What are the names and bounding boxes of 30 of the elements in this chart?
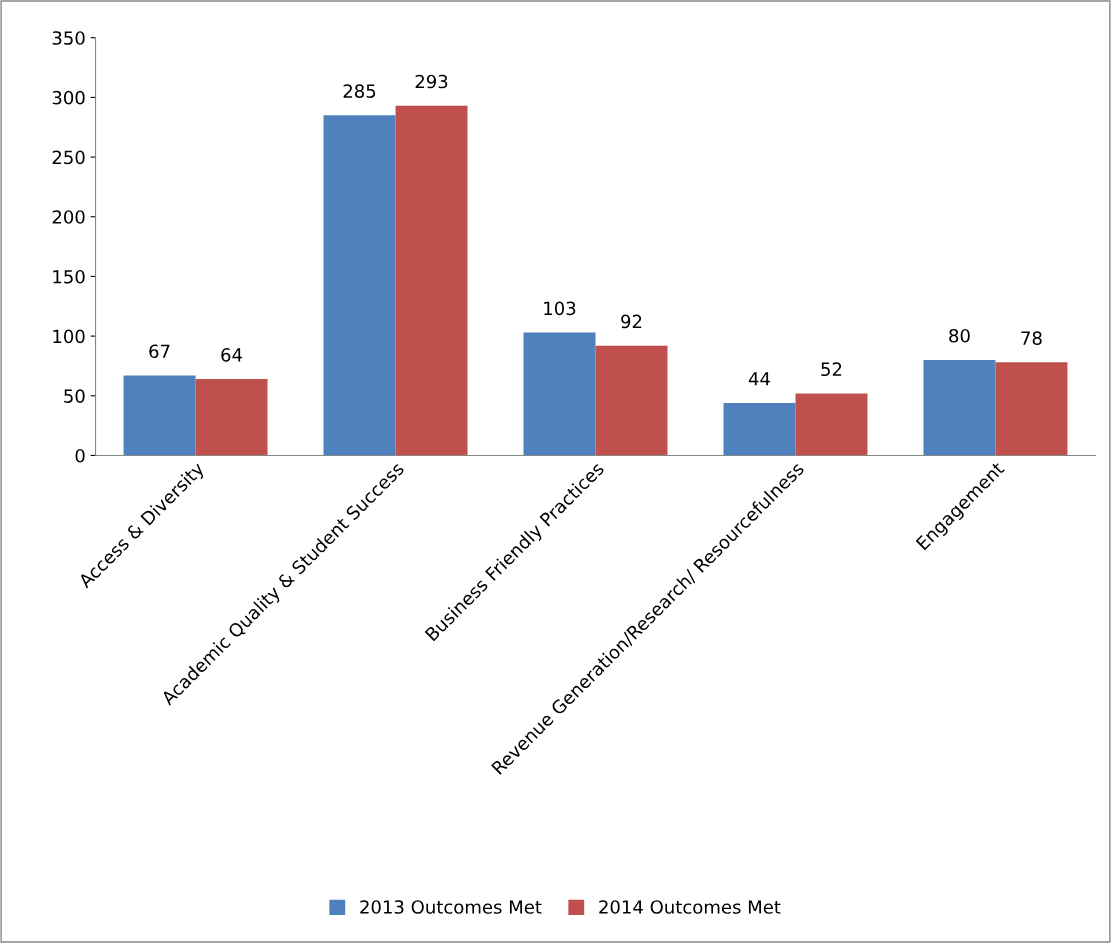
data-label: 78 [1021, 331, 1042, 345]
data-label: 293 [415, 74, 448, 89]
legend-label: 2014 Outcomes Met [599, 900, 781, 914]
bar [323, 115, 396, 456]
bar [195, 379, 268, 456]
bar [395, 105, 468, 456]
data-label: 44 [748, 372, 770, 386]
data-label: 92 [621, 314, 642, 329]
data-label: 80 [949, 328, 970, 343]
bar [923, 359, 996, 456]
data-label: 52 [821, 362, 842, 377]
y-tick-label: 100 [53, 329, 85, 344]
y-tick-label: 200 [52, 210, 85, 224]
data-label: 67 [149, 344, 170, 359]
legend-label: 2013 Outcomes Met [360, 900, 542, 914]
y-tick-label: 300 [52, 90, 85, 105]
y-tick-label: 0 [75, 448, 85, 463]
y-tick-label: 150 [53, 269, 85, 284]
data-label: 103 [544, 301, 576, 316]
data-label: 64 [221, 348, 243, 362]
bar [723, 402, 796, 456]
bar [995, 362, 1068, 456]
y-tick-label: 250 [52, 150, 85, 165]
data-label: 285 [343, 84, 376, 98]
bar [595, 345, 668, 456]
bar [795, 393, 868, 456]
bar [123, 375, 196, 456]
bar [523, 332, 596, 456]
y-tick-label: 50 [64, 389, 85, 403]
y-tick-label: 350 [52, 31, 85, 45]
